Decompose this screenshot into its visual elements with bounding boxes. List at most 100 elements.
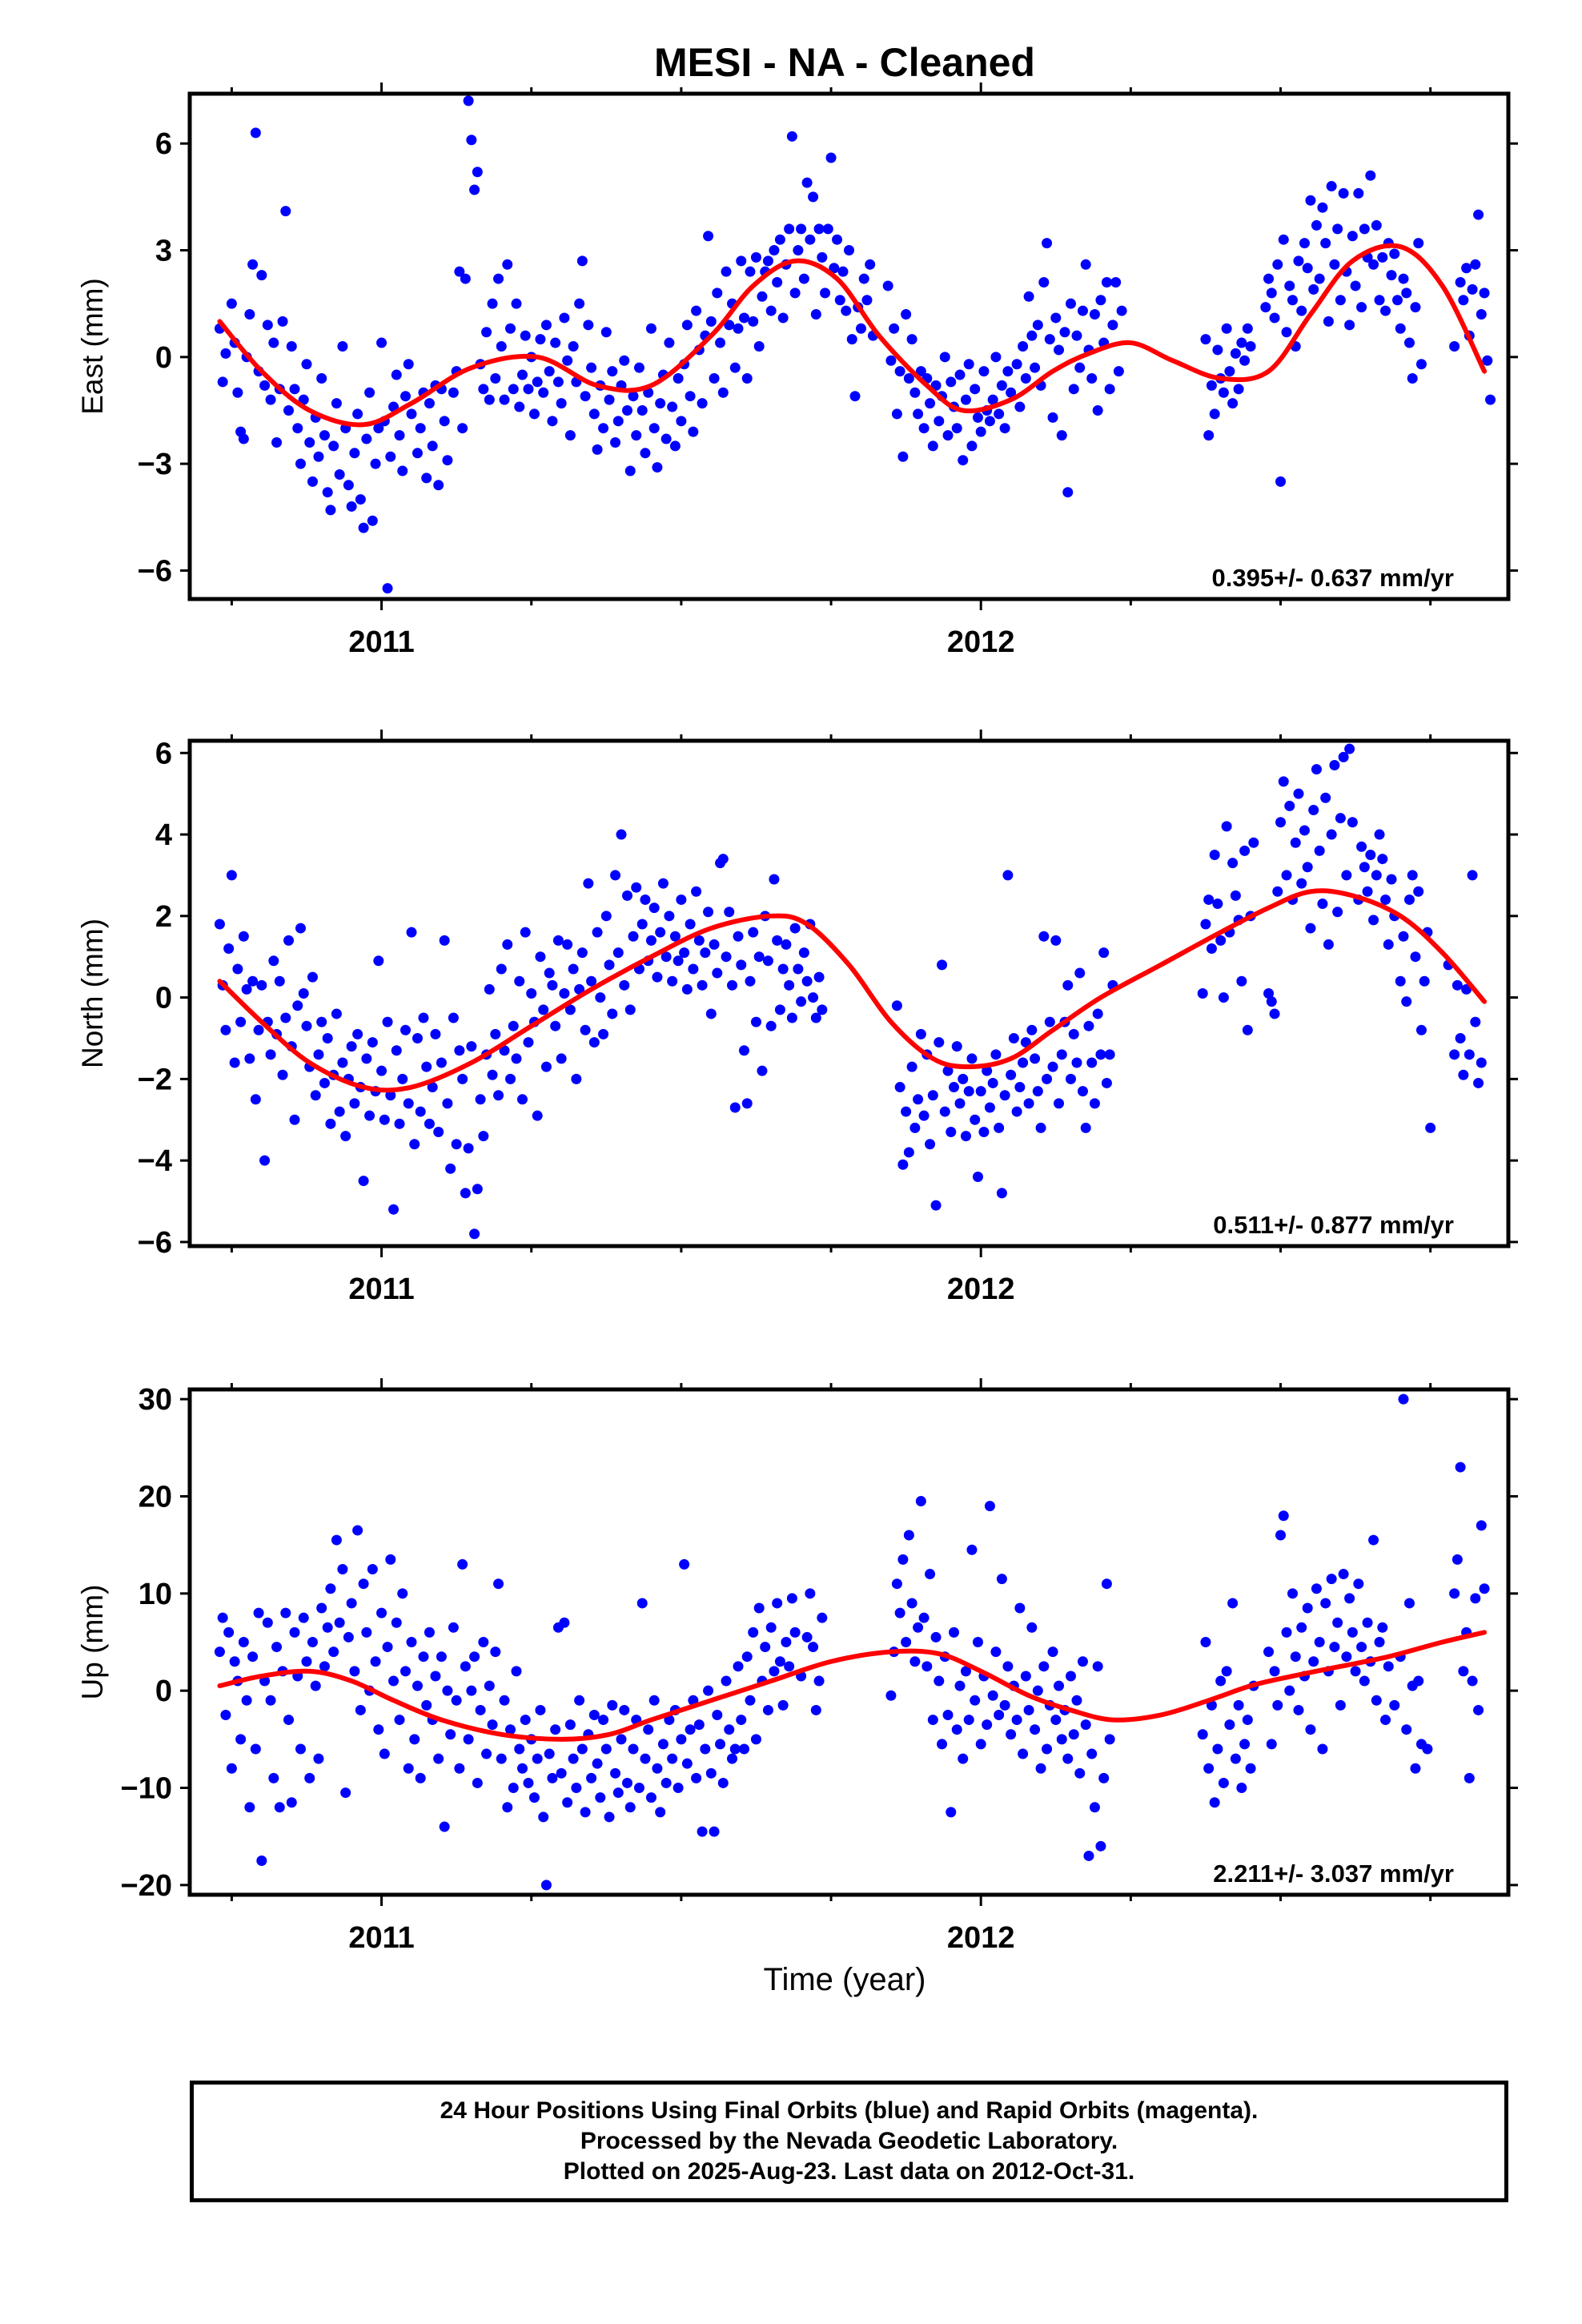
data-point bbox=[664, 911, 675, 922]
data-point bbox=[1371, 870, 1382, 881]
data-point bbox=[535, 951, 546, 963]
data-point bbox=[1212, 899, 1223, 910]
data-point bbox=[619, 1704, 630, 1715]
data-point bbox=[669, 440, 681, 452]
data-point bbox=[1326, 181, 1337, 192]
data-point bbox=[984, 1102, 995, 1113]
data-point bbox=[415, 1772, 426, 1783]
data-point bbox=[295, 923, 306, 934]
data-point bbox=[1011, 359, 1022, 370]
data-point bbox=[406, 927, 417, 938]
data-point bbox=[909, 387, 921, 398]
data-point bbox=[1305, 195, 1316, 206]
data-point bbox=[307, 476, 318, 487]
data-point bbox=[1054, 344, 1065, 356]
data-point bbox=[915, 1028, 926, 1039]
data-point bbox=[433, 1127, 444, 1138]
data-point bbox=[693, 1719, 705, 1731]
data-point bbox=[1386, 874, 1397, 885]
data-point bbox=[705, 1008, 717, 1019]
data-point bbox=[223, 943, 235, 955]
data-point bbox=[753, 951, 765, 963]
data-point bbox=[349, 448, 360, 459]
data-point bbox=[949, 1082, 960, 1093]
data-point bbox=[1344, 320, 1355, 331]
data-point bbox=[1242, 1024, 1253, 1035]
data-point bbox=[1278, 234, 1289, 245]
data-point bbox=[1083, 1850, 1094, 1861]
data-point bbox=[1089, 1802, 1100, 1813]
data-point bbox=[319, 1661, 330, 1672]
panel-north: 6 4 2 0 −2 −4 −6 2011 2012 North (mm) 0.511+/- 0.8… bbox=[76, 730, 1518, 1306]
data-point bbox=[1215, 1675, 1227, 1687]
data-point bbox=[532, 1753, 543, 1764]
data-point bbox=[966, 1544, 978, 1555]
data-point bbox=[214, 1647, 225, 1658]
data-point bbox=[445, 1163, 456, 1174]
data-point bbox=[346, 1041, 357, 1052]
data-point bbox=[954, 369, 966, 380]
data-point bbox=[841, 305, 852, 316]
data-point bbox=[960, 394, 971, 405]
data-point bbox=[897, 1554, 909, 1565]
data-point bbox=[286, 1797, 297, 1808]
data-point bbox=[741, 372, 753, 384]
data-point bbox=[346, 501, 357, 512]
data-point bbox=[516, 1763, 528, 1774]
data-point bbox=[1042, 238, 1053, 249]
data-point bbox=[220, 1024, 231, 1035]
data-point bbox=[996, 380, 1007, 391]
data-point bbox=[741, 1651, 753, 1663]
data-point bbox=[289, 1626, 300, 1638]
data-point bbox=[337, 1057, 348, 1068]
data-point bbox=[1275, 476, 1287, 487]
data-point bbox=[801, 177, 813, 188]
data-point bbox=[1302, 862, 1313, 873]
data-point bbox=[1014, 1602, 1026, 1614]
data-point bbox=[292, 1000, 303, 1011]
data-point bbox=[1233, 1699, 1244, 1711]
data-point bbox=[1317, 899, 1328, 910]
data-point bbox=[1221, 323, 1232, 334]
data-point bbox=[1209, 849, 1220, 860]
data-point bbox=[676, 894, 687, 905]
data-point bbox=[307, 1637, 318, 1647]
data-point bbox=[454, 1045, 465, 1056]
data-point bbox=[745, 1695, 756, 1706]
data-point bbox=[1287, 295, 1298, 306]
data-point bbox=[259, 380, 271, 391]
data-point bbox=[1101, 1077, 1112, 1088]
data-point bbox=[855, 323, 866, 334]
chart-title: MESI - NA - Cleaned bbox=[654, 40, 1035, 85]
data-point bbox=[1296, 1622, 1307, 1633]
data-point bbox=[1038, 1661, 1050, 1672]
data-point bbox=[1086, 1748, 1098, 1759]
data-point bbox=[274, 975, 285, 987]
data-point bbox=[648, 903, 660, 914]
data-point bbox=[927, 1090, 938, 1101]
data-point bbox=[1230, 348, 1241, 359]
data-point bbox=[271, 436, 283, 448]
data-point bbox=[376, 1607, 387, 1618]
data-point bbox=[891, 1000, 902, 1011]
data-point bbox=[882, 280, 893, 292]
data-point bbox=[1224, 1719, 1235, 1731]
data-point bbox=[832, 234, 843, 245]
data-point bbox=[262, 320, 273, 331]
data-point bbox=[283, 1715, 295, 1726]
data-point bbox=[1302, 1602, 1313, 1614]
footer-line-2: Processed by the Nevada Geodetic Laborat… bbox=[580, 2128, 1118, 2154]
data-point bbox=[490, 1028, 501, 1039]
data-point bbox=[1209, 408, 1220, 420]
data-point bbox=[277, 316, 288, 327]
data-point bbox=[738, 1743, 749, 1755]
data-point bbox=[805, 1588, 816, 1599]
data-point bbox=[901, 309, 912, 320]
data-point bbox=[502, 259, 513, 270]
data-point bbox=[930, 1631, 942, 1642]
data-point bbox=[316, 1016, 327, 1027]
data-point bbox=[1302, 263, 1313, 274]
data-point bbox=[265, 1049, 276, 1060]
data-point bbox=[793, 245, 804, 256]
data-point bbox=[433, 1753, 444, 1764]
